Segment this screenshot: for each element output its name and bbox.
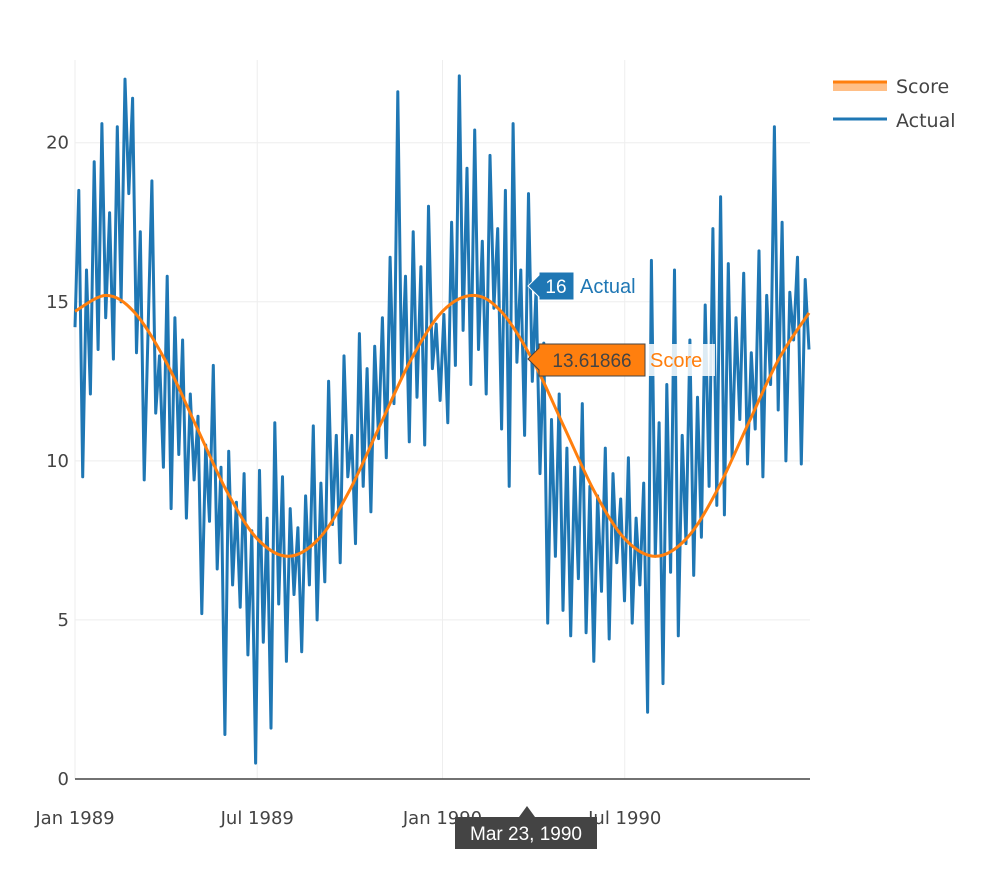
hover-actual-name: Actual [580,276,636,298]
y-tick-label: 5 [58,610,69,631]
y-tick-label: 15 [46,292,69,313]
legend[interactable]: Score Actual [833,76,956,132]
y-tick-label: 0 [58,769,69,790]
hover-tooltip: 16 Actual 13.61866 Score Mar 23, 1990 [455,271,715,849]
plot-area[interactable] [73,74,811,765]
hover-actual-label: 16 Actual [527,271,636,301]
hover-score-name-bg [645,344,715,376]
hover-date-text: Mar 23, 1990 [470,824,582,845]
y-tick-label: 10 [46,451,69,472]
x-tick-label: Jan 1989 [34,808,114,829]
hover-score-value: 13.61866 [552,351,631,372]
hover-actual-value: 16 [545,277,566,298]
hover-score-box [527,343,646,377]
legend-item-actual[interactable]: Actual [833,110,956,132]
y-axis: 0 5 10 15 20 [46,133,69,790]
x-tick-label: Jul 1989 [220,808,294,829]
legend-label-actual: Actual [896,110,956,132]
legend-label-score: Score [896,76,949,98]
series-score-line [74,293,811,558]
hover-actual-box [527,271,575,301]
x-tick-label: Jul 1990 [587,808,661,829]
hover-score-name: Score [650,350,702,372]
hover-date-box [455,806,597,849]
legend-swatch-score [833,81,887,91]
legend-item-score[interactable]: Score [833,76,949,98]
y-tick-label: 20 [46,133,69,154]
hover-score-label: 13.61866 Score [527,343,715,377]
hover-date-label: Mar 23, 1990 [455,806,597,849]
